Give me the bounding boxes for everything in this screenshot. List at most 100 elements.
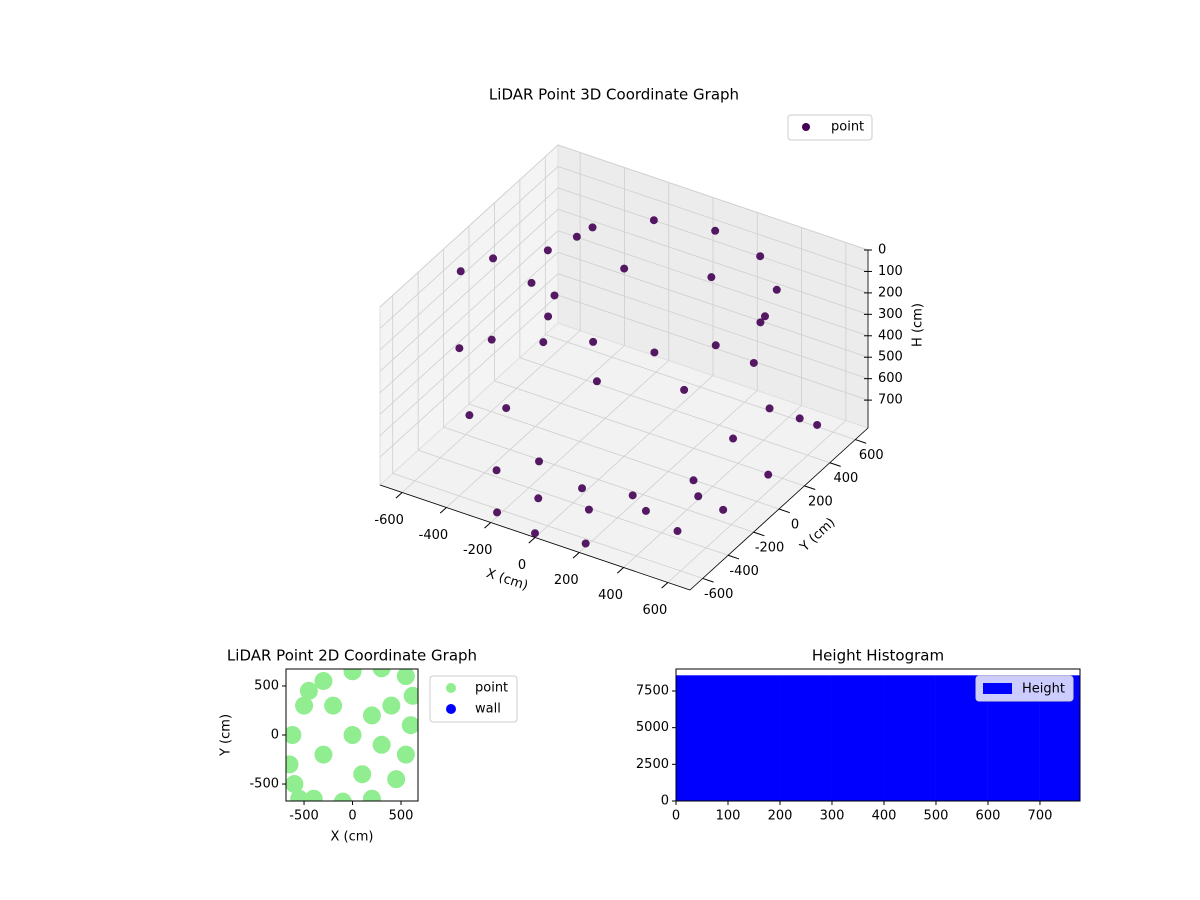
grid-line (379, 273, 559, 436)
y-tick-label: -200 (755, 541, 785, 556)
point (756, 318, 765, 327)
legend-box (975, 675, 1074, 702)
grid-line (379, 209, 559, 372)
tick-mark (702, 577, 714, 583)
grid-line (379, 187, 559, 351)
y-tick-label: -500 (249, 777, 279, 792)
bar (831, 675, 884, 801)
grid-line (557, 230, 869, 337)
legend-box (787, 114, 873, 141)
point (502, 404, 511, 413)
y-axis-label: Y (cm) (219, 714, 234, 757)
point (592, 377, 601, 386)
legend-marker (446, 683, 456, 693)
tick-mark (753, 531, 765, 537)
bar (676, 675, 728, 801)
y-tick-label: 7500 (636, 684, 669, 699)
point (628, 491, 637, 500)
point (290, 789, 309, 801)
point (795, 414, 804, 423)
tick-mark (661, 582, 669, 589)
point (764, 470, 773, 479)
legend-label: point (831, 120, 864, 135)
grid-line (379, 166, 559, 329)
point (581, 539, 590, 548)
point (286, 726, 302, 744)
tick-mark (804, 485, 816, 491)
point (343, 726, 362, 744)
grid-line (392, 473, 703, 579)
z-tick-label: 500 (878, 350, 903, 365)
point (544, 312, 553, 321)
bar (883, 675, 936, 801)
z-tick-label: 300 (878, 307, 903, 322)
point (813, 420, 822, 429)
point (396, 745, 415, 764)
legend-patch (983, 683, 1012, 694)
tick-mark (395, 492, 403, 499)
x-tick-label: -600 (374, 513, 404, 528)
legend-marker (802, 123, 810, 131)
grid-line (379, 144, 559, 308)
y-tick-label: 500 (254, 678, 279, 693)
chart-title: Height Histogram (812, 647, 944, 665)
z-tick-label: 200 (878, 285, 903, 300)
point (362, 789, 381, 801)
point (531, 529, 539, 538)
point (707, 273, 716, 282)
point (649, 216, 658, 225)
point (387, 770, 406, 789)
point (489, 254, 498, 263)
point (465, 411, 474, 420)
point (550, 291, 559, 300)
x-tick-label: 400 (872, 809, 897, 824)
x-tick-label: 100 (716, 809, 741, 824)
grid-line (418, 449, 729, 556)
plot-area (286, 669, 418, 801)
y-tick-label: 0 (791, 518, 799, 533)
grid-line (557, 251, 869, 358)
x-tick-label: 500 (924, 809, 949, 824)
x-tick-label: -400 (419, 528, 449, 543)
point (455, 344, 464, 353)
point (343, 669, 362, 681)
z-tick-label: 100 (878, 264, 903, 279)
point (333, 792, 352, 801)
x-axis-label: X (cm) (331, 830, 374, 845)
point (286, 755, 299, 774)
x-tick-label: 200 (554, 573, 579, 588)
point (689, 476, 698, 485)
point (650, 348, 659, 357)
tick-mark (617, 567, 624, 574)
x-tick-label: -500 (289, 809, 319, 824)
z-tick-label: 0 (878, 243, 886, 258)
grid-line (545, 334, 856, 440)
tick-mark (778, 508, 791, 514)
point (641, 506, 650, 515)
point (673, 527, 682, 536)
point (584, 505, 593, 514)
tick-mark (439, 507, 447, 514)
grid-line (494, 380, 805, 487)
point (299, 681, 318, 700)
bar (779, 675, 832, 801)
point (620, 264, 629, 273)
x-tick-label: 600 (976, 809, 1001, 824)
tick-mark (484, 522, 492, 529)
grid-line (557, 187, 869, 294)
grid-line (519, 357, 830, 464)
grid-line (557, 273, 869, 380)
x-tick-label: 200 (768, 809, 793, 824)
y-tick-label: 2500 (636, 757, 669, 772)
point (749, 358, 758, 367)
y-tick-label: 0 (661, 794, 669, 809)
grid-line (557, 144, 869, 251)
y-tick-label: 5000 (636, 720, 669, 735)
point (314, 672, 333, 691)
point (589, 337, 598, 346)
point (539, 338, 548, 347)
x-tick-label: 500 (389, 809, 414, 824)
z-axis-label: H (cm) (911, 303, 926, 347)
x-tick-label: 400 (598, 588, 623, 603)
grid-line (379, 294, 559, 458)
